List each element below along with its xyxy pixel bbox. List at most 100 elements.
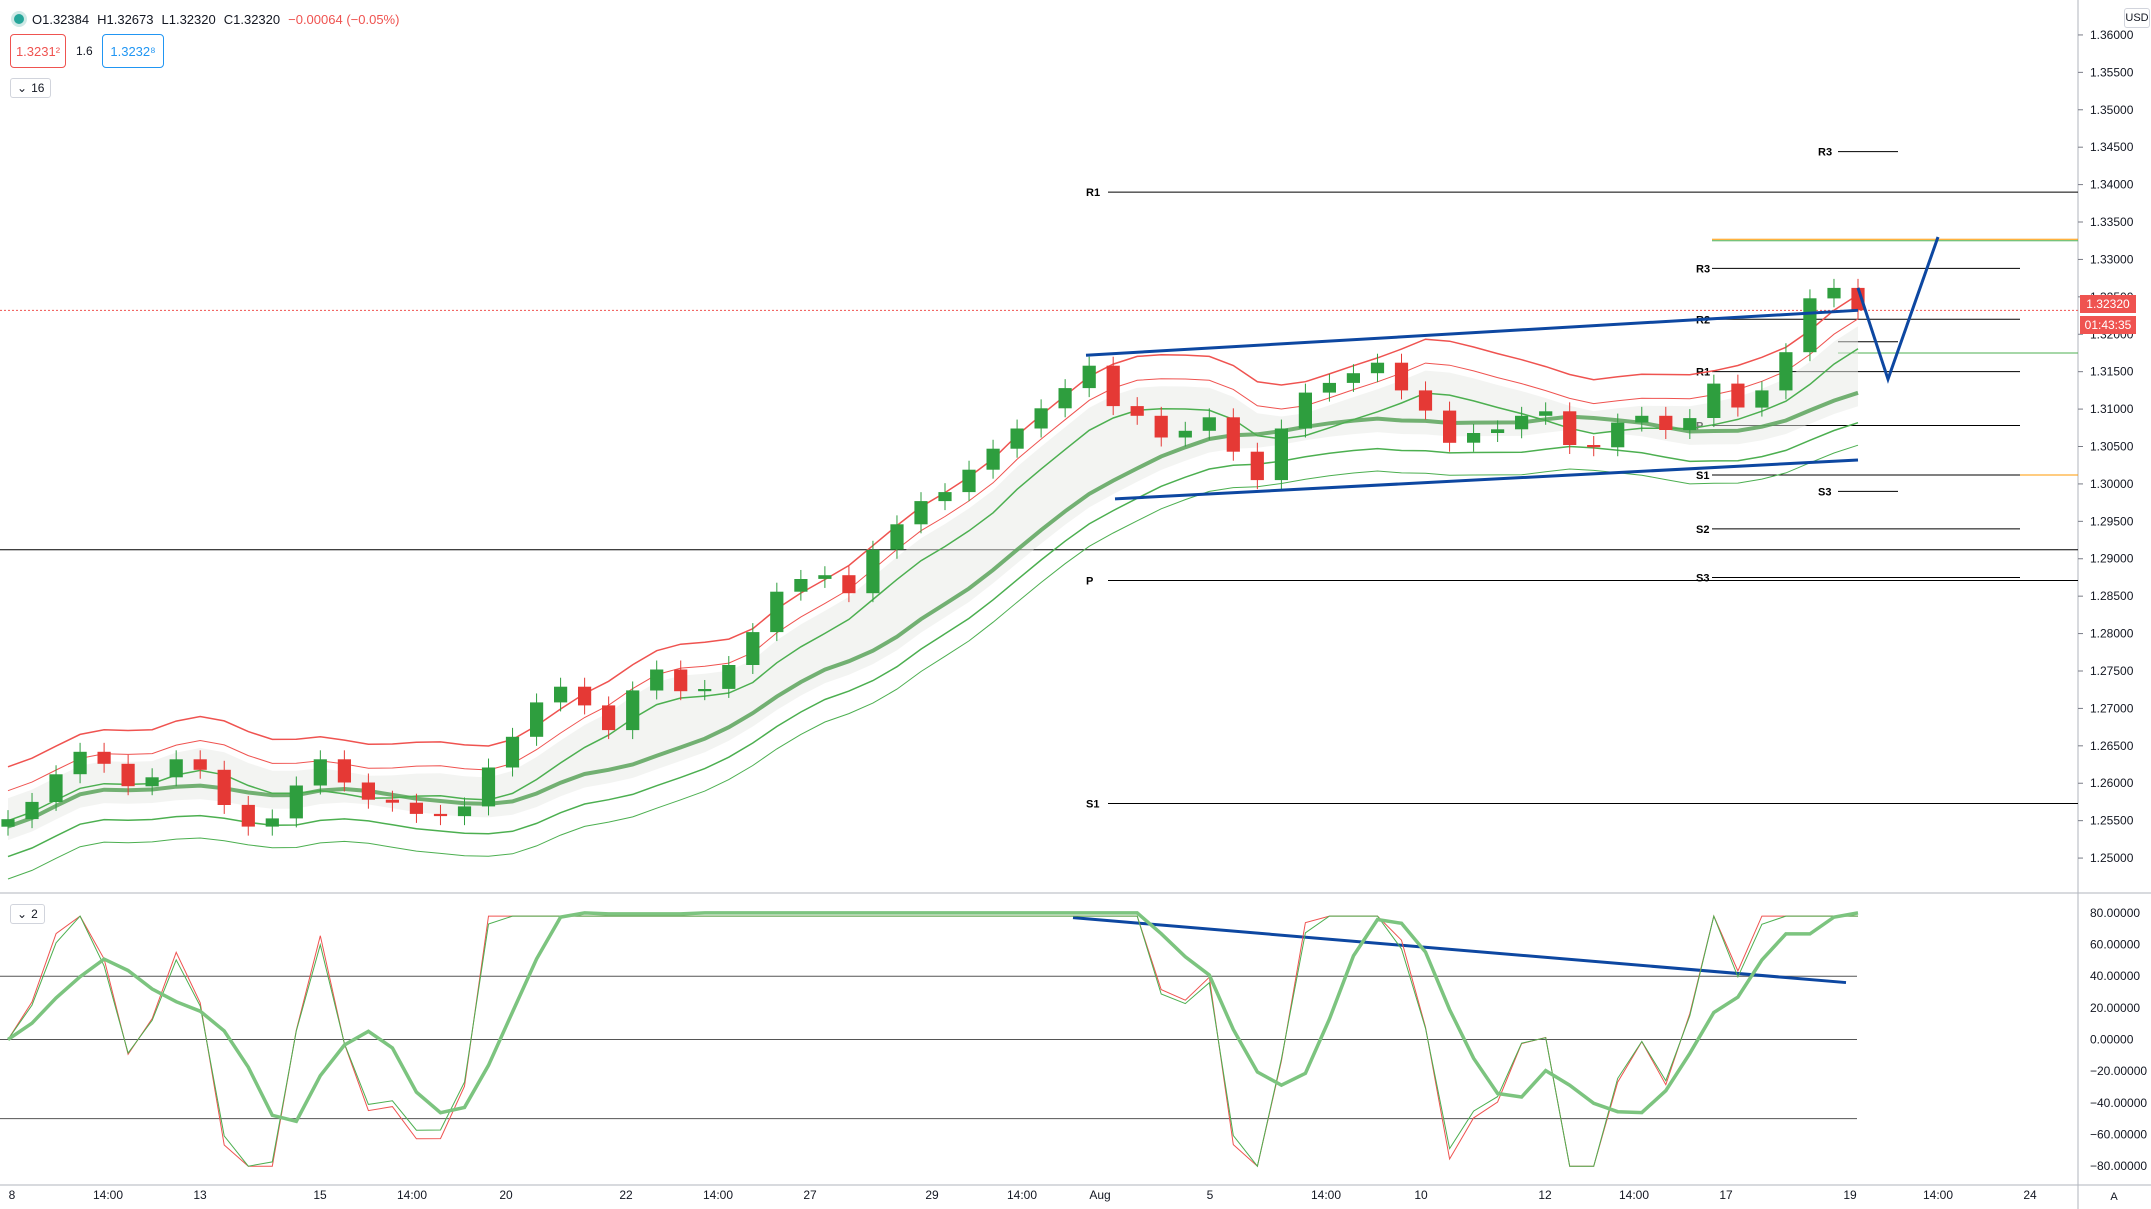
candle-body bbox=[1, 819, 15, 827]
candle-body bbox=[1755, 390, 1769, 408]
candle-body bbox=[1611, 422, 1625, 448]
candle-body bbox=[1443, 410, 1457, 443]
price-axis-label: 1.35000 bbox=[2090, 103, 2134, 117]
candle-body bbox=[1515, 415, 1529, 430]
candle-body bbox=[554, 686, 568, 703]
pivot-label: S2 bbox=[1696, 524, 1709, 536]
candle-body bbox=[1587, 445, 1601, 448]
candle-body bbox=[25, 801, 39, 820]
pivot-label: P bbox=[1086, 575, 1093, 587]
candle-body bbox=[73, 751, 87, 775]
oscillator-axis-label: −60.00000 bbox=[2090, 1128, 2147, 1142]
moving-average-line bbox=[7, 390, 1859, 829]
candle-body bbox=[1539, 411, 1553, 416]
oscillator-axis-label: −20.00000 bbox=[2090, 1064, 2147, 1078]
oscillator-indicators-count: 2 bbox=[31, 907, 38, 921]
candle-body bbox=[1034, 408, 1048, 429]
main-indicators-toggle[interactable]: ⌄ 16 bbox=[10, 78, 52, 98]
buy-button[interactable]: 1.3232⁸ bbox=[102, 34, 164, 68]
currency-button[interactable]: USD bbox=[2124, 8, 2150, 28]
candle-body bbox=[97, 751, 111, 764]
projection-path bbox=[1856, 236, 1940, 384]
candle-body bbox=[1154, 415, 1168, 438]
time-axis-label: 29 bbox=[925, 1188, 939, 1202]
legend-change: −0.00064 (−0.05%) bbox=[288, 11, 400, 27]
time-axis-label: 24 bbox=[2023, 1188, 2037, 1202]
time-axis-label: 17 bbox=[1719, 1188, 1733, 1202]
pivot-label: R3 bbox=[1818, 147, 1832, 159]
legend-open: O1.32384 bbox=[32, 11, 90, 27]
candle-body bbox=[1058, 388, 1072, 409]
candle-body bbox=[1803, 298, 1817, 353]
candle-body bbox=[1394, 362, 1409, 391]
chevron-down-icon: ⌄ bbox=[17, 907, 28, 921]
candle-body bbox=[1563, 411, 1577, 445]
time-axis-label: 5 bbox=[1207, 1188, 1214, 1202]
candle-body bbox=[698, 689, 712, 692]
candle-body bbox=[409, 802, 423, 814]
oscillator-main-line bbox=[7, 911, 1859, 1124]
candle-body bbox=[1202, 417, 1216, 431]
candle-body bbox=[169, 759, 183, 778]
time-axis-label: 14:00 bbox=[1619, 1188, 1649, 1202]
price-axis-label: 1.30000 bbox=[2090, 477, 2134, 491]
price-axis-label: 1.33000 bbox=[2090, 252, 2134, 266]
candle-body bbox=[49, 774, 63, 802]
candle-body bbox=[722, 665, 736, 689]
candle-body bbox=[818, 575, 832, 579]
price-axis-label: 1.26500 bbox=[2090, 739, 2134, 753]
price-axis-label: 1.26000 bbox=[2090, 776, 2134, 790]
time-axis-label: 22 bbox=[619, 1188, 633, 1202]
candle-body bbox=[578, 686, 592, 706]
candle-body bbox=[1635, 415, 1649, 423]
candle-body bbox=[1178, 430, 1192, 438]
candle-body bbox=[1130, 406, 1144, 416]
candle-body bbox=[193, 759, 207, 770]
candle-body bbox=[265, 818, 279, 827]
candle-body bbox=[433, 813, 448, 817]
oscillator-indicators-toggle[interactable]: ⌄ 2 bbox=[10, 904, 45, 924]
oscillator-axis-label: 80.00000 bbox=[2090, 906, 2140, 920]
time-axis-label: 14:00 bbox=[703, 1188, 733, 1202]
legend-low: L1.32320 bbox=[161, 11, 216, 27]
time-axis-label: 27 bbox=[803, 1188, 817, 1202]
price-axis-label: 1.33500 bbox=[2090, 215, 2134, 229]
legend-close: C1.32320 bbox=[223, 11, 281, 27]
candle-body bbox=[1298, 392, 1312, 429]
stochastic-d-line bbox=[7, 914, 1858, 1168]
price-axis-label: 1.28500 bbox=[2090, 589, 2134, 603]
candle-body bbox=[1707, 383, 1721, 418]
symbol-dot-icon[interactable] bbox=[14, 14, 24, 24]
candle-body bbox=[602, 705, 616, 731]
main-indicators-count: 16 bbox=[31, 81, 45, 95]
price-axis-label: 1.29500 bbox=[2090, 514, 2134, 528]
candle-body bbox=[1082, 365, 1096, 389]
candle-body bbox=[1322, 382, 1336, 393]
candle-body bbox=[1226, 417, 1240, 452]
sell-button[interactable]: 1.3231² bbox=[10, 34, 66, 68]
candle-body bbox=[1467, 433, 1481, 443]
time-axis-label: 14:00 bbox=[397, 1188, 427, 1202]
time-axis-label: 20 bbox=[499, 1188, 513, 1202]
candle-body bbox=[289, 785, 303, 819]
candle-body bbox=[1250, 451, 1264, 481]
pivot-label: S1 bbox=[1086, 798, 1099, 810]
candle-body bbox=[313, 759, 327, 786]
time-axis-label: Aug bbox=[1089, 1188, 1110, 1202]
time-axis-label: 19 bbox=[1843, 1188, 1857, 1202]
oscillator-axis-label: 40.00000 bbox=[2090, 969, 2140, 983]
pivot-label: R3 bbox=[1696, 263, 1710, 275]
bar-countdown-tag: 01:43:35 bbox=[2080, 316, 2136, 334]
oscillator-axis-label: 20.00000 bbox=[2090, 1001, 2140, 1015]
price-axis-label: 1.34500 bbox=[2090, 140, 2134, 154]
candle-body bbox=[505, 736, 520, 768]
candle-body bbox=[962, 469, 976, 493]
price-axis-label: 1.36000 bbox=[2090, 28, 2134, 42]
time-axis-label: 10 bbox=[1414, 1188, 1428, 1202]
auto-scale-icon: A bbox=[2110, 1191, 2118, 1203]
candle-body bbox=[794, 579, 808, 592]
price-axis-label: 1.30500 bbox=[2090, 440, 2134, 454]
candle-body bbox=[1418, 390, 1433, 411]
candle-body bbox=[481, 767, 496, 807]
